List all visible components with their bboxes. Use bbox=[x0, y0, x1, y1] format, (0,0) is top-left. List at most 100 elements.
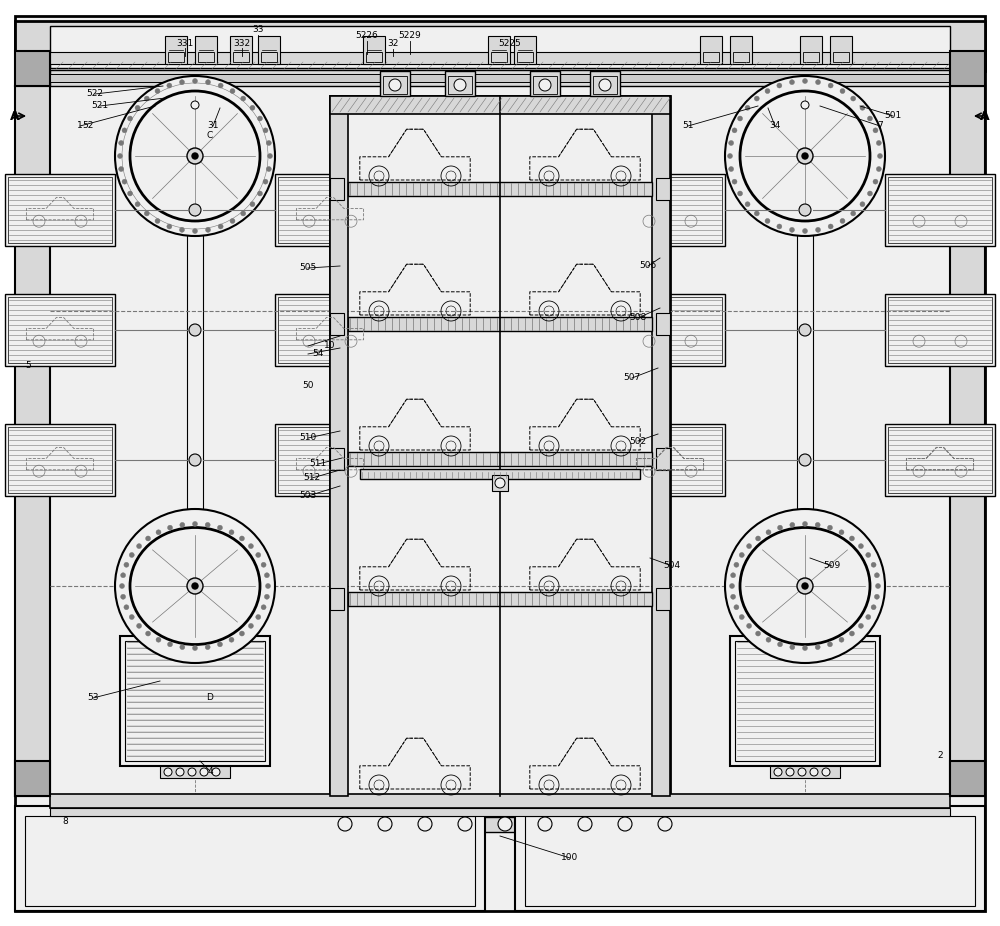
Bar bbox=[168, 52, 184, 62]
Bar bbox=[348, 317, 652, 331]
Bar bbox=[8, 177, 112, 243]
Text: 2: 2 bbox=[937, 752, 943, 760]
Bar bbox=[785, 88, 801, 98]
Ellipse shape bbox=[115, 76, 275, 236]
Circle shape bbox=[121, 572, 126, 578]
Circle shape bbox=[766, 530, 771, 534]
Bar bbox=[275, 294, 385, 366]
Circle shape bbox=[122, 179, 127, 184]
Circle shape bbox=[765, 219, 770, 223]
Circle shape bbox=[121, 594, 126, 599]
Circle shape bbox=[839, 530, 844, 534]
Bar bbox=[488, 36, 510, 64]
Circle shape bbox=[189, 324, 201, 336]
Bar bbox=[175, 88, 191, 98]
Bar bbox=[833, 52, 849, 62]
Circle shape bbox=[790, 644, 795, 650]
Circle shape bbox=[802, 521, 808, 527]
Text: 508: 508 bbox=[629, 314, 647, 322]
Circle shape bbox=[264, 594, 269, 599]
Text: 511: 511 bbox=[309, 459, 327, 469]
Bar bbox=[278, 177, 382, 243]
Bar bbox=[330, 588, 344, 610]
Circle shape bbox=[827, 642, 832, 646]
Circle shape bbox=[266, 583, 270, 589]
Circle shape bbox=[874, 572, 879, 578]
Bar bbox=[320, 804, 680, 818]
Circle shape bbox=[738, 116, 743, 121]
Bar bbox=[275, 424, 385, 496]
Ellipse shape bbox=[725, 76, 885, 236]
Bar bbox=[615, 294, 725, 366]
Circle shape bbox=[192, 645, 198, 651]
Ellipse shape bbox=[725, 509, 885, 663]
Bar bbox=[198, 52, 214, 62]
Circle shape bbox=[118, 154, 122, 158]
Text: 331: 331 bbox=[176, 39, 194, 47]
Circle shape bbox=[192, 229, 198, 233]
Circle shape bbox=[119, 141, 124, 145]
Text: 32: 32 bbox=[387, 40, 399, 48]
Circle shape bbox=[156, 637, 161, 643]
Circle shape bbox=[816, 228, 821, 232]
Circle shape bbox=[874, 594, 879, 599]
Bar bbox=[615, 174, 725, 246]
Circle shape bbox=[851, 96, 856, 101]
Circle shape bbox=[798, 768, 806, 776]
Bar bbox=[366, 52, 382, 62]
Bar bbox=[170, 80, 220, 86]
Circle shape bbox=[191, 101, 199, 109]
Bar bbox=[187, 106, 203, 746]
Circle shape bbox=[777, 224, 782, 229]
Text: 504: 504 bbox=[663, 561, 681, 570]
Circle shape bbox=[747, 623, 752, 629]
Bar bbox=[733, 52, 749, 62]
Circle shape bbox=[815, 522, 820, 528]
Circle shape bbox=[264, 572, 269, 578]
Bar bbox=[730, 36, 752, 64]
Bar bbox=[5, 424, 115, 496]
Bar bbox=[5, 174, 115, 246]
Circle shape bbox=[130, 91, 260, 221]
Circle shape bbox=[200, 768, 208, 776]
Bar bbox=[888, 427, 992, 493]
Bar bbox=[533, 76, 557, 94]
Circle shape bbox=[261, 562, 266, 568]
Circle shape bbox=[729, 141, 734, 145]
Circle shape bbox=[205, 644, 210, 650]
Circle shape bbox=[167, 224, 172, 229]
Circle shape bbox=[206, 228, 211, 232]
Circle shape bbox=[176, 768, 184, 776]
Bar bbox=[195, 36, 217, 64]
Text: 5226: 5226 bbox=[356, 31, 378, 41]
Circle shape bbox=[124, 605, 129, 609]
Circle shape bbox=[578, 817, 592, 831]
Bar bbox=[330, 96, 670, 114]
Circle shape bbox=[205, 522, 210, 528]
Bar bbox=[593, 76, 617, 94]
Bar bbox=[50, 74, 950, 82]
Circle shape bbox=[189, 204, 201, 216]
Circle shape bbox=[739, 553, 744, 557]
Bar bbox=[888, 177, 992, 243]
Circle shape bbox=[129, 615, 134, 619]
Bar bbox=[50, 70, 950, 86]
Circle shape bbox=[538, 817, 552, 831]
Bar bbox=[448, 76, 472, 94]
Bar bbox=[780, 80, 830, 86]
Bar bbox=[330, 178, 344, 200]
Bar bbox=[770, 766, 840, 778]
Circle shape bbox=[179, 80, 184, 84]
Circle shape bbox=[180, 522, 185, 528]
Text: 506: 506 bbox=[639, 261, 657, 270]
Bar bbox=[5, 294, 115, 366]
Circle shape bbox=[137, 623, 142, 629]
Bar bbox=[320, 817, 680, 832]
Circle shape bbox=[192, 521, 198, 527]
Circle shape bbox=[878, 154, 883, 158]
Circle shape bbox=[257, 116, 262, 121]
Circle shape bbox=[144, 96, 149, 101]
Bar bbox=[885, 424, 995, 496]
Circle shape bbox=[378, 817, 392, 831]
Circle shape bbox=[802, 645, 808, 651]
